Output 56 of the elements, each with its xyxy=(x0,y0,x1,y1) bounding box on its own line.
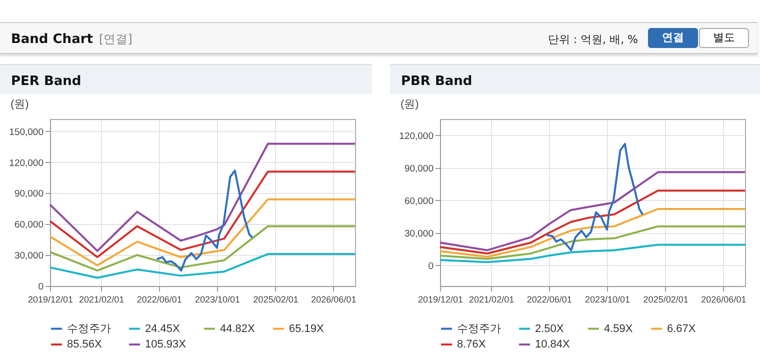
y-tick-label: 0 xyxy=(428,260,434,272)
line-series xyxy=(49,142,356,252)
x-tick-label: 2022/06/01 xyxy=(526,294,572,304)
x-tick-label: 2019/12/01 xyxy=(28,294,74,304)
text: 별도 xyxy=(699,28,749,48)
y-tick-label: 120,000 xyxy=(399,130,434,142)
legend-label: 85.56X xyxy=(67,338,103,350)
x-tick-label: 2026/06/01 xyxy=(701,294,746,304)
legend-label: 수정주가 xyxy=(457,322,501,335)
y-tick-label: 0 xyxy=(38,282,44,292)
y-tick-label: 30,000 xyxy=(404,228,434,240)
line-series xyxy=(439,225,746,260)
y-axis-title: (원) xyxy=(400,98,419,110)
text: 연결 xyxy=(648,28,698,48)
x-tick-label: 2025/02/01 xyxy=(253,294,298,304)
legend-label: 수정주가 xyxy=(67,322,111,335)
y-tick-label: 150,000 xyxy=(9,126,44,138)
y-tick-label: 60,000 xyxy=(404,196,434,207)
line-series xyxy=(439,244,746,264)
legend-label: 6.67X xyxy=(667,322,696,335)
line-series xyxy=(156,170,254,272)
legend-label: 24.45X xyxy=(145,322,181,335)
legend-label: 10.84X xyxy=(535,338,571,350)
y-tick-label: 90,000 xyxy=(14,188,44,200)
text: 단위 : 억원, 배, % xyxy=(548,32,638,47)
line-series xyxy=(546,142,644,252)
text: Band Chart xyxy=(11,32,93,47)
x-tick-label: 2025/02/01 xyxy=(643,294,688,304)
chart-title: PBR Band xyxy=(390,64,760,94)
legend-label: 8.76X xyxy=(457,338,486,350)
legend-label: 44.82X xyxy=(220,322,256,335)
line-series xyxy=(439,208,746,258)
legend-label: 105.93X xyxy=(145,338,187,350)
line-series xyxy=(439,190,746,254)
x-tick-label: 2019/12/01 xyxy=(418,294,464,304)
legend-label: 4.59X xyxy=(604,322,634,335)
y-tick-label: 60,000 xyxy=(14,220,44,231)
y-tick-label: 120,000 xyxy=(9,158,44,169)
legend-label: 65.19X xyxy=(289,322,325,335)
line-series xyxy=(49,253,356,279)
line-series xyxy=(439,171,746,252)
legend-label: 2.50X xyxy=(535,322,564,335)
x-tick-label: 2023/10/01 xyxy=(194,294,240,304)
x-tick-label: 2021/02/01 xyxy=(79,294,124,304)
y-tick-label: 90,000 xyxy=(404,163,434,174)
y-axis-title: (원) xyxy=(10,98,29,110)
line-series xyxy=(49,225,356,272)
y-tick-label: 30,000 xyxy=(14,250,44,262)
x-tick-label: 2023/10/01 xyxy=(584,294,630,304)
x-tick-label: 2022/06/01 xyxy=(136,294,182,304)
line-series xyxy=(49,198,356,266)
line-series xyxy=(49,170,356,258)
x-tick-label: 2021/02/01 xyxy=(469,294,514,304)
x-tick-label: 2026/06/01 xyxy=(311,294,356,304)
text: [연결] xyxy=(98,32,132,46)
chart-title: PER Band xyxy=(0,64,372,94)
